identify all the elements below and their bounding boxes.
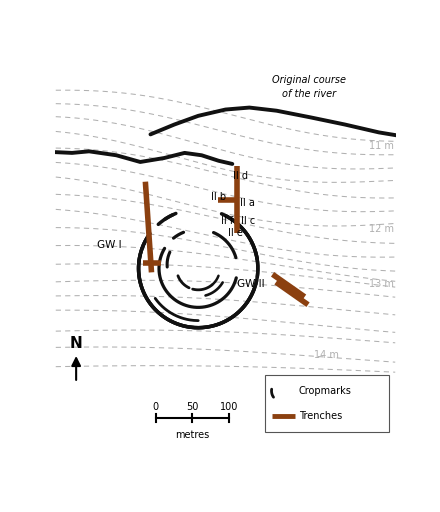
Text: metres: metres xyxy=(175,430,209,440)
Text: Trenches: Trenches xyxy=(299,411,342,421)
Text: II d: II d xyxy=(233,171,248,181)
Text: II f: II f xyxy=(221,216,233,226)
Text: GW II: GW II xyxy=(237,279,265,289)
Text: GW I: GW I xyxy=(97,240,121,250)
Text: 13 m: 13 m xyxy=(369,279,394,289)
Text: Original course
of the river: Original course of the river xyxy=(272,75,346,99)
Text: II b: II b xyxy=(211,193,226,202)
Text: II c: II c xyxy=(241,216,255,226)
Text: 100: 100 xyxy=(220,402,238,412)
Text: Cropmarks: Cropmarks xyxy=(299,386,352,396)
Text: 12 m: 12 m xyxy=(369,224,394,234)
Text: 0: 0 xyxy=(153,402,159,412)
Text: 14 m: 14 m xyxy=(314,350,339,360)
Text: II e: II e xyxy=(228,228,243,238)
Bar xyxy=(265,375,389,432)
Text: 50: 50 xyxy=(186,402,198,412)
Text: II a: II a xyxy=(240,198,255,208)
Text: 11 m: 11 m xyxy=(369,141,394,151)
Text: N: N xyxy=(70,336,83,351)
